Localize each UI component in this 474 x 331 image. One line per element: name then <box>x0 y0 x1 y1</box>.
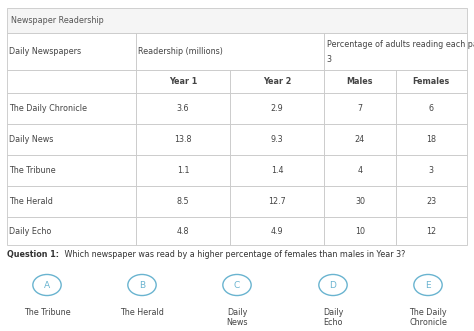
Text: Females: Females <box>413 77 450 86</box>
Bar <box>324 70 396 93</box>
Text: 7: 7 <box>357 104 363 113</box>
Text: Newspaper Readership: Newspaper Readership <box>11 16 103 25</box>
Bar <box>230 217 324 245</box>
Bar <box>324 186 396 217</box>
Text: 18: 18 <box>426 135 436 144</box>
Text: B: B <box>139 280 145 290</box>
Text: 1.4: 1.4 <box>271 166 283 175</box>
Bar <box>230 186 324 217</box>
Text: 3.6: 3.6 <box>177 104 189 113</box>
Text: 3: 3 <box>429 166 434 175</box>
Text: 24: 24 <box>355 135 365 144</box>
Text: The Herald: The Herald <box>120 308 164 317</box>
Bar <box>396 70 467 93</box>
Text: 1.1: 1.1 <box>177 166 189 175</box>
Text: 2.9: 2.9 <box>271 104 283 113</box>
Bar <box>136 93 230 124</box>
Text: The Tribune: The Tribune <box>24 308 70 317</box>
Text: 13.8: 13.8 <box>174 135 191 144</box>
Text: Daily Newspapers: Daily Newspapers <box>9 47 82 56</box>
Text: Daily
Echo: Daily Echo <box>323 308 343 327</box>
Bar <box>7 70 136 93</box>
Text: 8.5: 8.5 <box>177 197 189 206</box>
Text: Readership (millions): Readership (millions) <box>138 47 223 56</box>
Bar <box>136 186 230 217</box>
Bar <box>136 155 230 186</box>
Bar <box>396 124 467 155</box>
Bar <box>396 93 467 124</box>
Bar <box>7 124 136 155</box>
Bar <box>324 124 396 155</box>
Bar <box>230 70 324 93</box>
Ellipse shape <box>33 274 61 296</box>
Bar <box>136 70 230 93</box>
Bar <box>230 93 324 124</box>
Bar <box>230 124 324 155</box>
Bar <box>7 33 136 70</box>
Bar <box>324 217 396 245</box>
Bar <box>230 155 324 186</box>
Text: 23: 23 <box>426 197 437 206</box>
Text: C: C <box>234 280 240 290</box>
Text: 9.3: 9.3 <box>271 135 283 144</box>
Bar <box>396 186 467 217</box>
Text: Question 1:: Question 1: <box>7 250 59 259</box>
Text: The Tribune: The Tribune <box>9 166 56 175</box>
Text: A: A <box>44 280 50 290</box>
Ellipse shape <box>223 274 251 296</box>
Bar <box>136 217 230 245</box>
Bar <box>324 33 467 70</box>
Text: The Daily Chronicle: The Daily Chronicle <box>9 104 87 113</box>
Bar <box>7 217 136 245</box>
Bar <box>324 155 396 186</box>
Text: D: D <box>329 280 337 290</box>
Text: 3: 3 <box>327 55 332 64</box>
Text: The Daily
Chronicle: The Daily Chronicle <box>409 308 447 327</box>
Bar <box>324 93 396 124</box>
Text: 6: 6 <box>429 104 434 113</box>
Text: Daily Echo: Daily Echo <box>9 226 52 235</box>
Text: Year 1: Year 1 <box>169 77 197 86</box>
Text: Percentage of adults reading each paper in Year: Percentage of adults reading each paper … <box>327 40 474 49</box>
Text: 10: 10 <box>355 226 365 235</box>
Text: The Herald: The Herald <box>9 197 53 206</box>
Text: Daily
News: Daily News <box>226 308 248 327</box>
Text: 4.9: 4.9 <box>271 226 283 235</box>
Ellipse shape <box>414 274 442 296</box>
Bar <box>396 217 467 245</box>
Bar <box>7 155 136 186</box>
Bar <box>396 155 467 186</box>
Text: 4: 4 <box>357 166 363 175</box>
Text: 30: 30 <box>355 197 365 206</box>
Bar <box>136 124 230 155</box>
Text: E: E <box>425 280 431 290</box>
Bar <box>7 186 136 217</box>
Bar <box>7 8 467 33</box>
Bar <box>7 93 136 124</box>
Text: Daily News: Daily News <box>9 135 54 144</box>
Text: 12.7: 12.7 <box>268 197 286 206</box>
Text: Year 2: Year 2 <box>263 77 292 86</box>
Ellipse shape <box>319 274 347 296</box>
Ellipse shape <box>128 274 156 296</box>
Text: 12: 12 <box>426 226 437 235</box>
Bar <box>136 33 324 70</box>
Text: 4.8: 4.8 <box>177 226 189 235</box>
Text: Males: Males <box>346 77 373 86</box>
Text: Which newspaper was read by a higher percentage of females than males in Year 3?: Which newspaper was read by a higher per… <box>62 250 405 259</box>
